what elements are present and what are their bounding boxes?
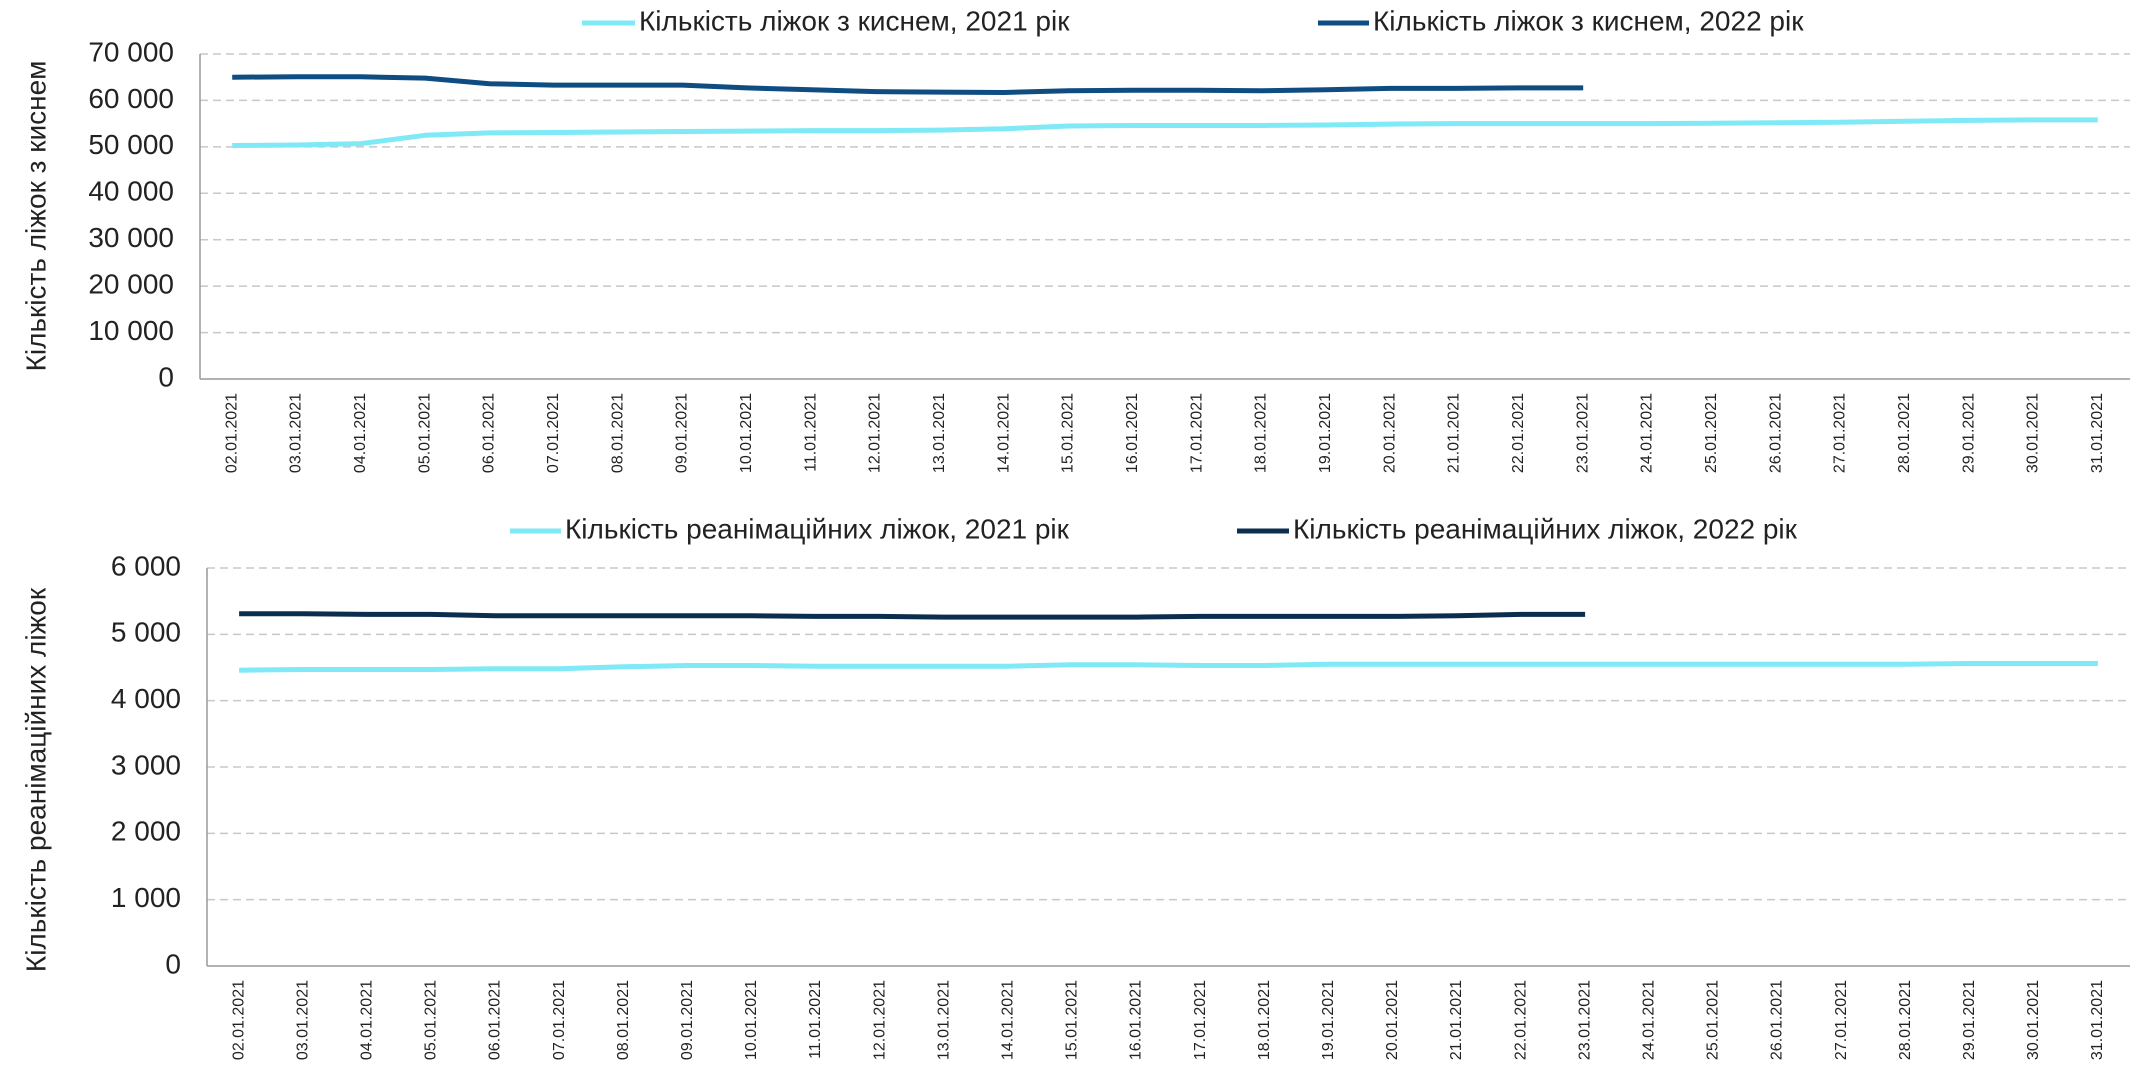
legend-label: Кількість реанімаційних ліжок, 2021 рік — [565, 513, 1070, 544]
y-tick-label: 20 000 — [88, 269, 174, 300]
x-tick-label: 30.01.2021 — [2025, 393, 2042, 473]
series-line — [232, 74, 1584, 95]
series-line — [232, 117, 2098, 148]
x-tick-label: 31.01.2021 — [2089, 980, 2106, 1060]
x-tick-label: 07.01.2021 — [551, 980, 568, 1060]
x-tick-label: 13.01.2021 — [935, 980, 952, 1060]
x-tick-label: 09.01.2021 — [674, 393, 691, 473]
y-tick-label: 6 000 — [111, 550, 181, 581]
y-axis-title: Кількість ліжок з киснем — [20, 61, 51, 372]
x-tick-label: 29.01.2021 — [1961, 980, 1978, 1060]
x-tick-label: 27.01.2021 — [1833, 980, 1850, 1060]
x-tick-label: 03.01.2021 — [294, 980, 311, 1060]
x-tick-label: 22.01.2021 — [1510, 393, 1527, 473]
x-tick-label: 23.01.2021 — [1576, 980, 1593, 1060]
x-tick-label: 26.01.2021 — [1767, 393, 1784, 473]
x-tick-label: 16.01.2021 — [1128, 980, 1145, 1060]
x-tick-label: 24.01.2021 — [1640, 980, 1657, 1060]
y-tick-label: 0 — [165, 948, 181, 979]
x-tick-label: 09.01.2021 — [679, 980, 696, 1060]
x-tick-label: 10.01.2021 — [738, 393, 755, 473]
y-tick-label: 0 — [158, 361, 174, 392]
x-tick-label: 19.01.2021 — [1317, 393, 1334, 473]
x-tick-label: 28.01.2021 — [1896, 393, 1913, 473]
x-tick-label: 22.01.2021 — [1512, 980, 1529, 1060]
x-tick-label: 21.01.2021 — [1448, 980, 1465, 1060]
x-tick-label: 19.01.2021 — [1320, 980, 1337, 1060]
y-tick-label: 50 000 — [88, 129, 174, 160]
series-line — [239, 611, 1586, 620]
y-tick-label: 5 000 — [111, 617, 181, 648]
x-tick-label: 17.01.2021 — [1192, 980, 1209, 1060]
x-tick-label: 25.01.2021 — [1703, 393, 1720, 473]
legend-label: Кількість реанімаційних ліжок, 2022 рік — [1293, 513, 1798, 544]
y-tick-label: 70 000 — [88, 36, 174, 67]
x-tick-label: 14.01.2021 — [995, 393, 1012, 473]
x-tick-label: 29.01.2021 — [1960, 393, 1977, 473]
x-tick-label: 05.01.2021 — [416, 393, 433, 473]
y-tick-label: 40 000 — [88, 176, 174, 207]
x-tick-label: 11.01.2021 — [802, 393, 819, 472]
y-tick-label: 3 000 — [111, 749, 181, 780]
x-tick-label: 03.01.2021 — [288, 393, 305, 473]
y-axis-title: Кількість реанімаційних ліжок — [20, 587, 51, 972]
y-tick-label: 60 000 — [88, 83, 174, 114]
x-tick-label: 20.01.2021 — [1381, 393, 1398, 473]
x-tick-label: 15.01.2021 — [1060, 393, 1077, 473]
x-tick-label: 02.01.2021 — [223, 393, 240, 473]
x-tick-label: 25.01.2021 — [1705, 980, 1722, 1060]
x-tick-label: 18.01.2021 — [1253, 393, 1270, 473]
x-tick-label: 04.01.2021 — [352, 393, 369, 473]
y-tick-label: 1 000 — [111, 882, 181, 913]
x-tick-label: 05.01.2021 — [423, 980, 440, 1060]
y-tick-label: 2 000 — [111, 816, 181, 847]
x-tick-label: 04.01.2021 — [358, 980, 375, 1060]
x-tick-label: 27.01.2021 — [1832, 393, 1849, 473]
x-tick-label: 31.01.2021 — [2089, 393, 2106, 473]
x-tick-label: 12.01.2021 — [867, 393, 884, 473]
x-tick-label: 16.01.2021 — [1124, 393, 1141, 473]
x-tick-label: 15.01.2021 — [1064, 980, 1081, 1060]
x-tick-label: 23.01.2021 — [1574, 393, 1591, 473]
y-tick-label: 10 000 — [88, 315, 174, 346]
legend-label: Кількість ліжок з киснем, 2021 рік — [639, 5, 1070, 36]
y-tick-label: 4 000 — [111, 683, 181, 714]
x-tick-label: 21.01.2021 — [1446, 393, 1463, 473]
x-tick-label: 18.01.2021 — [1256, 980, 1273, 1060]
x-tick-label: 14.01.2021 — [999, 980, 1016, 1060]
x-tick-label: 30.01.2021 — [2025, 980, 2042, 1060]
x-tick-label: 07.01.2021 — [545, 393, 562, 473]
x-tick-label: 10.01.2021 — [743, 980, 760, 1060]
x-tick-label: 17.01.2021 — [1188, 393, 1205, 473]
y-tick-label: 30 000 — [88, 222, 174, 253]
legend-label: Кількість ліжок з киснем, 2022 рік — [1373, 5, 1804, 36]
x-tick-label: 26.01.2021 — [1769, 980, 1786, 1060]
x-tick-label: 06.01.2021 — [487, 980, 504, 1060]
x-tick-label: 24.01.2021 — [1639, 393, 1656, 473]
x-tick-label: 08.01.2021 — [615, 980, 632, 1060]
series-line — [239, 661, 2098, 673]
x-tick-label: 06.01.2021 — [481, 393, 498, 473]
x-tick-label: 08.01.2021 — [609, 393, 626, 473]
x-tick-label: 20.01.2021 — [1384, 980, 1401, 1060]
x-tick-label: 02.01.2021 — [230, 980, 247, 1060]
x-tick-label: 11.01.2021 — [807, 980, 824, 1059]
x-tick-label: 13.01.2021 — [931, 393, 948, 473]
x-tick-label: 28.01.2021 — [1897, 980, 1914, 1060]
x-tick-label: 12.01.2021 — [871, 980, 888, 1060]
